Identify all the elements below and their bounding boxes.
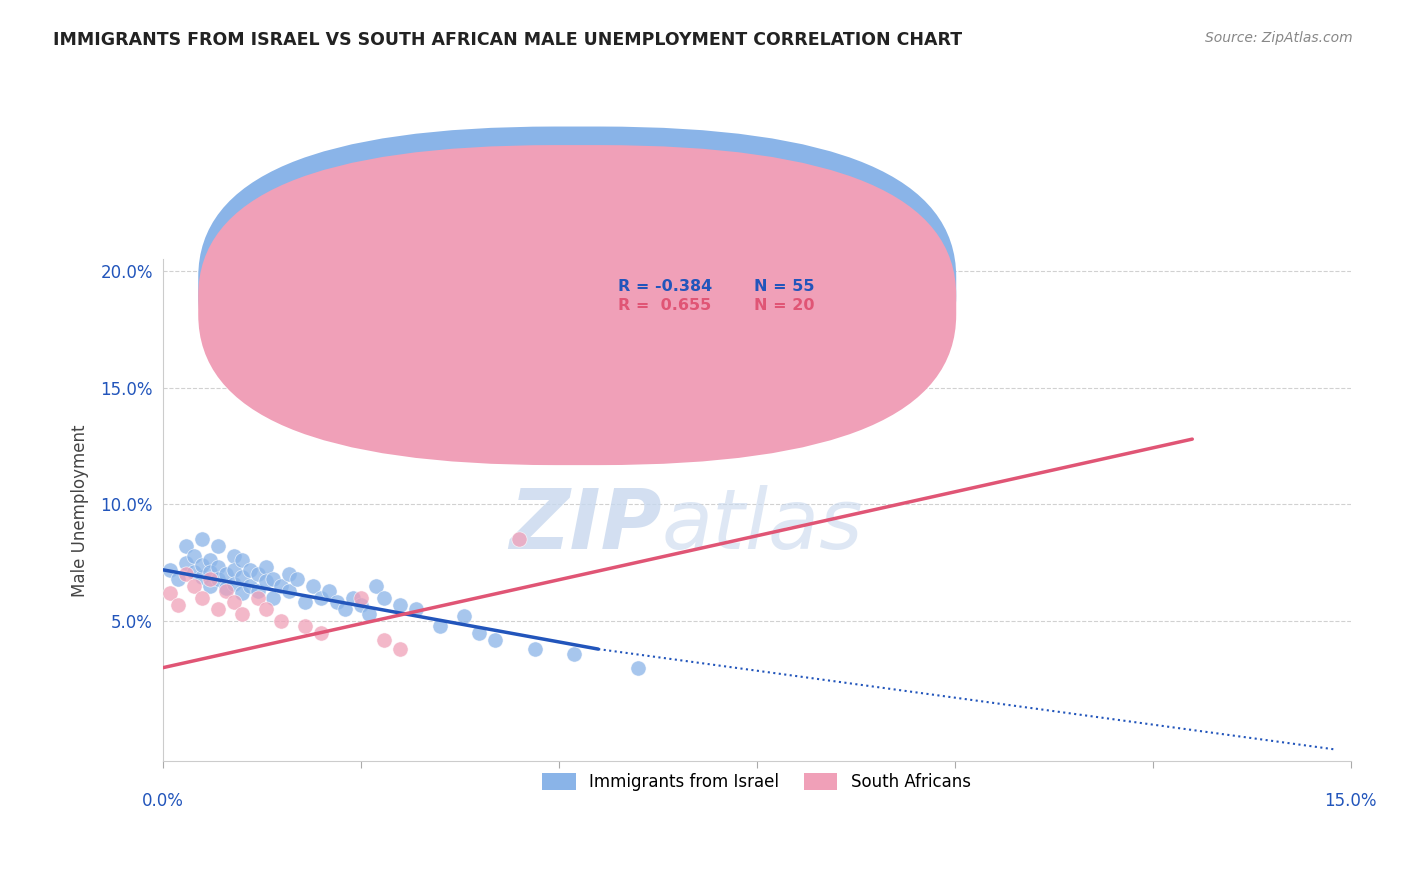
Point [865,362,887,376]
Legend: Immigrants from Israel, South Africans: Immigrants from Israel, South Africans [536,766,977,797]
FancyBboxPatch shape [198,145,956,465]
Text: N = 20: N = 20 [754,298,814,312]
Point [231,586,253,600]
Point [191,533,214,547]
Point [167,598,190,612]
Point [357,607,380,621]
Point [222,563,245,577]
Point [278,567,301,582]
Point [373,591,395,605]
Point [278,583,301,598]
Point [246,591,269,605]
Point [198,579,221,593]
Point [627,661,650,675]
Point [270,614,292,628]
Point [198,565,221,579]
Point [246,583,269,598]
Point [333,602,356,616]
Point [302,579,325,593]
Text: N = 55: N = 55 [754,279,814,294]
Point [207,572,229,586]
Text: R =  0.655: R = 0.655 [617,298,711,312]
Point [222,549,245,563]
FancyBboxPatch shape [531,267,846,325]
Y-axis label: Male Unemployment: Male Unemployment [72,424,89,597]
Point [215,582,238,596]
Text: R = -0.384: R = -0.384 [617,279,711,294]
Point [215,567,238,582]
Point [342,591,364,605]
Point [373,632,395,647]
Point [254,574,277,589]
Point [262,591,284,605]
Point [326,595,349,609]
Point [285,572,308,586]
Point [468,625,491,640]
Point [389,642,412,657]
Point [294,619,316,633]
Point [198,572,221,586]
Point [191,591,214,605]
Point [159,586,181,600]
FancyBboxPatch shape [198,127,956,447]
Point [159,563,181,577]
Point [176,556,198,570]
Point [239,579,262,593]
Point [231,607,253,621]
Point [222,595,245,609]
Point [176,567,198,582]
Text: IMMIGRANTS FROM ISRAEL VS SOUTH AFRICAN MALE UNEMPLOYMENT CORRELATION CHART: IMMIGRANTS FROM ISRAEL VS SOUTH AFRICAN … [53,31,963,49]
Point [389,598,412,612]
Point [246,567,269,582]
Point [366,579,388,593]
Text: Source: ZipAtlas.com: Source: ZipAtlas.com [1205,31,1353,45]
Point [564,647,586,661]
Point [429,619,451,633]
Point [207,560,229,574]
Point [508,533,530,547]
Point [309,591,332,605]
Point [198,553,221,567]
Point [191,558,214,573]
Point [349,598,371,612]
Point [231,570,253,584]
Point [318,583,340,598]
Point [222,576,245,591]
Point [231,553,253,567]
Point [405,602,427,616]
Text: 15.0%: 15.0% [1324,791,1376,810]
Point [167,572,190,586]
Text: 0.0%: 0.0% [142,791,184,810]
Point [254,560,277,574]
Point [207,602,229,616]
Point [262,572,284,586]
Point [183,565,205,579]
Point [523,642,546,657]
Point [453,609,475,624]
Point [484,632,506,647]
Point [183,579,205,593]
Text: atlas: atlas [662,485,863,566]
Text: ZIP: ZIP [509,485,662,566]
Point [191,570,214,584]
Point [254,602,277,616]
Point [183,549,205,563]
Point [294,595,316,609]
Point [270,579,292,593]
Point [176,540,198,554]
Point [215,583,238,598]
Point [309,625,332,640]
Point [207,540,229,554]
Point [349,591,371,605]
Point [239,563,262,577]
